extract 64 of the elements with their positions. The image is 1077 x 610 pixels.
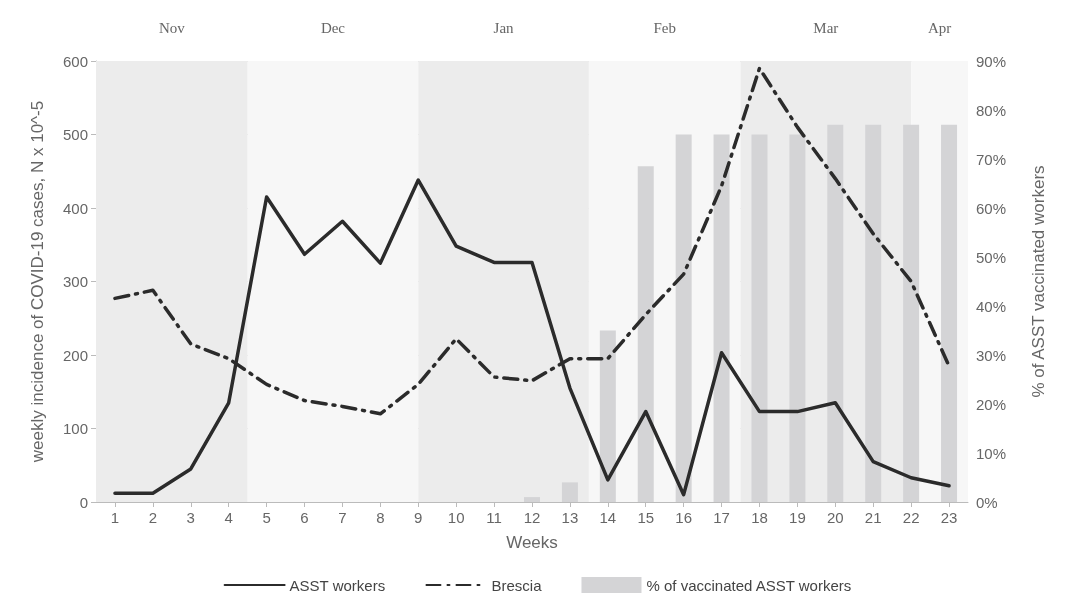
y-tick-label: 400: [62, 199, 88, 217]
x-axis-title: Weeks: [506, 533, 558, 552]
y2-tick-label: 50%: [976, 248, 1007, 266]
band-label: Mar: [813, 19, 839, 36]
y2-tick-label: 40%: [976, 297, 1007, 315]
x-tick-label: 8: [376, 509, 385, 526]
bar: [789, 134, 806, 502]
y2-axis-title: % of ASST vaccinated workers: [1029, 165, 1048, 398]
bar: [941, 124, 958, 502]
x-tick-label: 13: [561, 509, 579, 526]
bar: [637, 166, 654, 502]
bar: [903, 124, 920, 502]
x-tick-label: 1: [110, 509, 120, 526]
y-tick-label: 500: [62, 126, 88, 143]
x-tick-label: 10: [447, 509, 465, 526]
bar: [865, 124, 882, 502]
band-label: Nov: [158, 19, 186, 36]
x-tick-label: 6: [300, 509, 309, 526]
y2-tick-label: 0%: [976, 493, 998, 511]
x-tick-label: 21: [864, 509, 882, 526]
legend-label: % of vaccinated ASST workers: [646, 576, 852, 594]
x-tick-label: 18: [751, 509, 768, 526]
x-tick-label: 4: [224, 509, 233, 526]
band-label: Apr: [927, 19, 952, 36]
band-label: Dec: [320, 19, 346, 36]
y-axis-title: weekly incidence of COVID-19 cases, N x 10^-5: [28, 100, 47, 464]
x-tick-label: 17: [713, 509, 730, 526]
x-tick-label: 15: [637, 509, 655, 526]
bar: [675, 134, 692, 502]
x-tick-label: 22: [902, 509, 920, 526]
y-tick-label: 0: [79, 493, 88, 511]
bar: [561, 482, 578, 502]
x-tick-label: 5: [262, 509, 271, 526]
bar: [827, 124, 844, 502]
x-tick-label: 11: [486, 509, 502, 526]
y2-tick-label: 20%: [976, 395, 1007, 413]
x-tick-label: 14: [599, 509, 617, 526]
bar: [751, 134, 768, 502]
x-tick-label: 23: [940, 509, 958, 526]
bar: [524, 497, 540, 502]
band-label: Feb: [653, 19, 676, 36]
y2-tick-label: 90%: [976, 52, 1007, 70]
bar: [713, 134, 730, 502]
y2-tick-label: 30%: [976, 346, 1007, 364]
y-tick-label: 600: [62, 52, 88, 70]
y2-tick-label: 80%: [976, 101, 1007, 119]
y2-tick-label: 60%: [976, 199, 1007, 217]
x-tick-label: 16: [675, 509, 692, 526]
y2-tick-label: 10%: [976, 444, 1007, 462]
x-tick-label: 2: [148, 509, 158, 526]
x-tick-label: 3: [186, 509, 195, 526]
y2-tick-label: 70%: [976, 150, 1007, 168]
x-tick-label: 20: [826, 509, 844, 526]
x-tick-label: 12: [523, 509, 541, 526]
x-tick-label: 9: [414, 509, 423, 526]
y-tick-label: 300: [62, 273, 88, 290]
band-label: Jan: [493, 19, 515, 36]
x-tick-label: 7: [338, 509, 347, 526]
bar: [599, 330, 616, 502]
legend-label: ASST workers: [289, 576, 386, 594]
legend-label: Brescia: [491, 576, 543, 594]
x-tick-label: 19: [789, 509, 806, 526]
y-tick-label: 200: [62, 346, 88, 364]
y-tick-label: 100: [62, 420, 88, 437]
